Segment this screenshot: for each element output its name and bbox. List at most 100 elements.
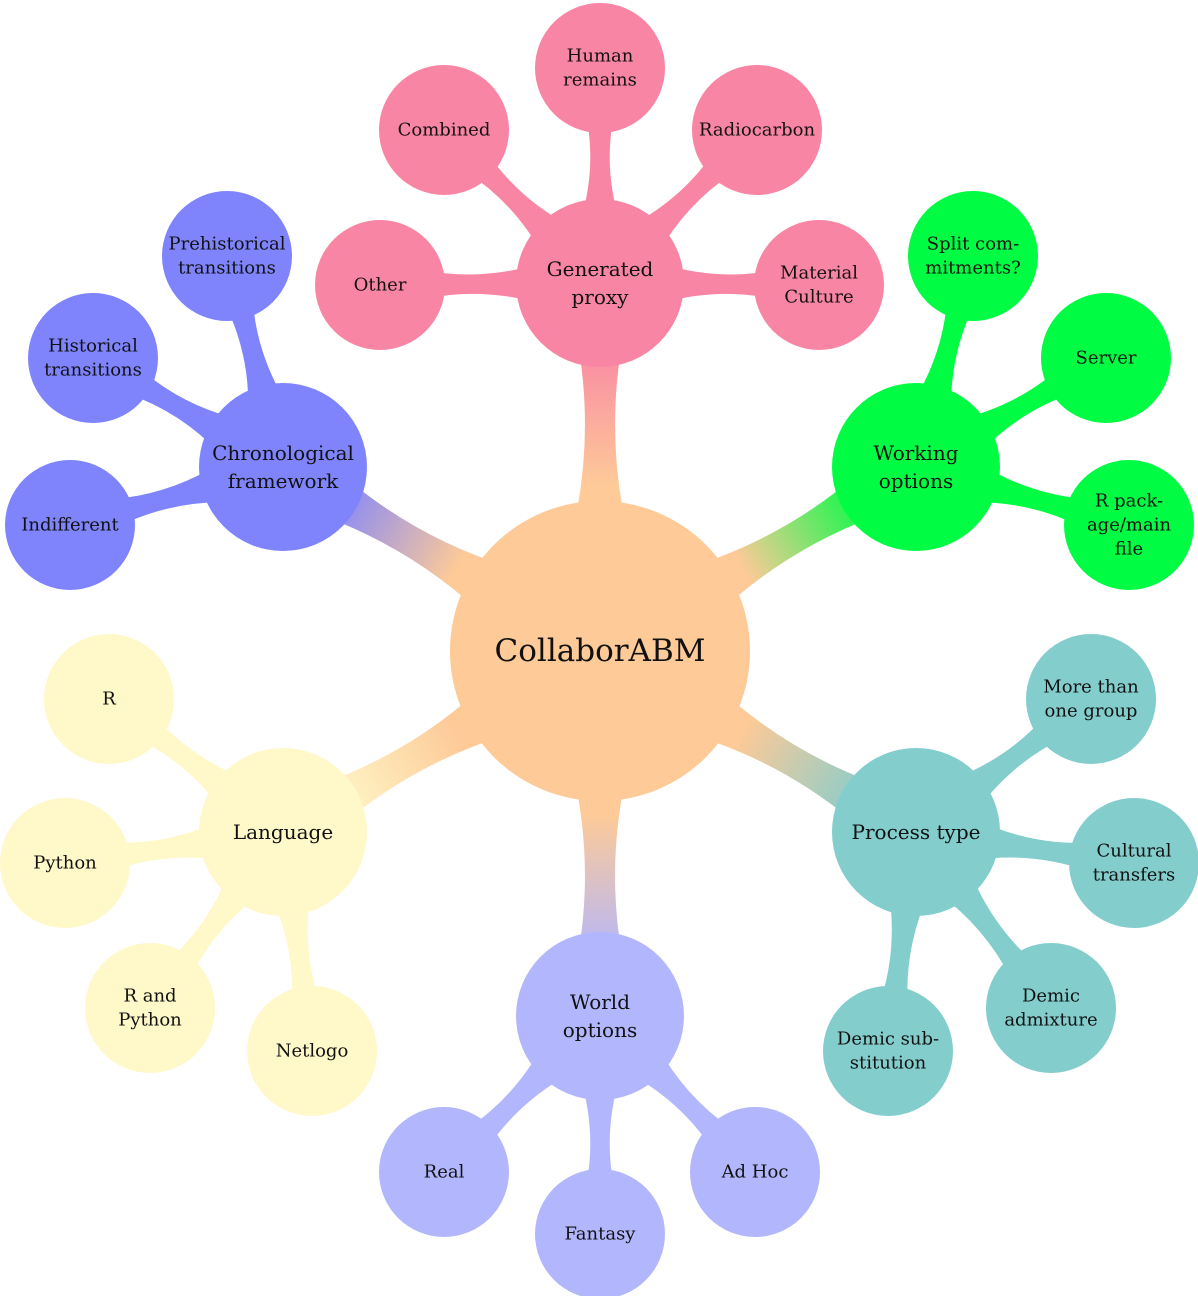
branch-label-process-type-line: Process type [852, 820, 981, 844]
leaf-label-cultural-transfers-line: transfers [1093, 865, 1176, 886]
branch-label-working-options: Working options [874, 441, 959, 493]
leaf-node-server [1041, 293, 1171, 423]
leaf-label-prehistorical-transitions-line: Prehistorical [169, 234, 286, 255]
leaf-label-other-line: Other [354, 275, 407, 296]
leaf-label-r: R [102, 689, 116, 710]
leaf-label-netlogo-line: Netlogo [276, 1041, 349, 1062]
leaf-label-r-package-line: R pack- [1095, 491, 1163, 512]
leaf-label-human-remains-line: Human [567, 46, 634, 67]
leaf-label-human-remains: Human remains [563, 46, 637, 91]
leaf-label-more-than-one-group: More than one group [1043, 677, 1139, 722]
branch-node-working-options [832, 383, 1000, 551]
leaf-label-r-and-python: R and Python [118, 986, 182, 1031]
leaf-label-r-and-python-line: Python [118, 1010, 182, 1031]
leaf-node-demic-admixture [986, 943, 1116, 1073]
branch-label-working-options-line: Working [874, 441, 959, 465]
link-generated-proxy-material-culture [660, 263, 773, 304]
leaf-label-r-and-python-line: R and [123, 986, 176, 1007]
leaf-label-indifferent-line: Indifferent [21, 515, 119, 536]
leaf-node-split-commitments [908, 191, 1038, 321]
leaf-label-split-commitments-line: Split com- [927, 234, 1019, 255]
leaf-label-ad-hoc: Ad Hoc [721, 1162, 789, 1183]
leaf-node-netlogo [247, 986, 377, 1116]
leaf-label-more-than-one-group-line: one group [1045, 701, 1138, 722]
leaf-label-demic-substitution-line: stitution [850, 1053, 927, 1074]
leaf-label-split-commitments: Split com-mitments? [925, 234, 1021, 279]
leaf-label-material-culture-line: Culture [784, 287, 853, 308]
branch-node-world-options [516, 932, 684, 1100]
leaf-label-r-line: R [102, 689, 116, 710]
leaf-label-ad-hoc-line: Ad Hoc [721, 1162, 789, 1183]
branch-label-chronological-framework: Chronological framework [212, 441, 354, 493]
branch-label-chronological-framework-line: framework [228, 469, 339, 493]
leaf-label-python-line: Python [33, 853, 97, 874]
leaf-label-material-culture: Material Culture [780, 263, 858, 308]
leaf-node-historical-transitions [28, 293, 158, 423]
leaf-label-python: Python [33, 853, 97, 874]
leaf-node-r-package [1064, 460, 1194, 590]
leaf-node-cultural-transfers [1069, 798, 1198, 928]
leaf-label-combined: Combined [398, 120, 491, 141]
link-world-options-fantasy [580, 1076, 620, 1188]
leaf-node-r [44, 634, 174, 764]
branch-label-chronological-framework-line: Chronological [212, 441, 354, 465]
leaf-node-combined [379, 65, 509, 195]
branch-label-generated-proxy-line: Generated [547, 257, 654, 281]
leaf-node-prehistorical-transitions [162, 191, 292, 321]
leaf-label-fantasy-line: Fantasy [565, 1224, 637, 1245]
branch-node-process-type [832, 748, 1000, 916]
leaf-label-r-package-line: age/main [1087, 515, 1172, 536]
branch-label-language-line: Language [233, 820, 333, 844]
leaf-node-demic-substitution [823, 986, 953, 1116]
leaf-label-r-package-line: file [1115, 539, 1143, 560]
leaf-node-fantasy [535, 1169, 665, 1296]
center-label-line: CollaborABM [495, 633, 706, 669]
leaf-label-r-package: R pack-age/main file [1087, 491, 1172, 560]
branch-node-language [199, 748, 367, 916]
branch-label-generated-proxy-line: proxy [572, 285, 630, 309]
leaf-label-fantasy: Fantasy [565, 1224, 637, 1245]
link-language-python [109, 820, 226, 871]
link-center-generated-proxy [570, 343, 630, 543]
leaf-node-radiocarbon [692, 65, 822, 195]
leaf-label-demic-admixture-line: Demic [1022, 986, 1080, 1007]
leaf-node-more-than-one-group [1026, 634, 1156, 764]
leaf-label-cultural-transfers-line: Cultural [1096, 841, 1171, 862]
leaf-label-combined-line: Combined [398, 120, 491, 141]
leaf-label-demic-admixture-line: admixture [1004, 1010, 1097, 1031]
leaf-label-human-remains-line: remains [563, 70, 637, 91]
leaf-label-historical-transitions-line: Historical [48, 336, 138, 357]
branch-label-world-options-line: options [563, 1018, 637, 1042]
leaf-label-more-than-one-group-line: More than [1043, 677, 1139, 698]
leaf-label-demic-substitution: Demic sub-stitution [837, 1029, 939, 1074]
leaf-label-prehistorical-transitions-line: transitions [178, 258, 276, 279]
leaf-label-radiocarbon: Radiocarbon [699, 120, 816, 141]
leaf-label-split-commitments-line: mitments? [925, 258, 1021, 279]
leaf-label-indifferent: Indifferent [21, 515, 119, 536]
link-process-type-demic-substitution [880, 889, 929, 1007]
leaf-node-indifferent [5, 460, 135, 590]
branch-label-world-options: World options [563, 990, 637, 1042]
leaf-label-historical-transitions: Historical transitions [44, 336, 142, 381]
leaf-label-prehistorical-transitions: Prehistorical transitions [169, 234, 286, 279]
branch-label-working-options-line: options [879, 469, 953, 493]
leaf-label-server: Server [1075, 348, 1136, 369]
leaf-node-material-culture [754, 220, 884, 350]
leaf-label-cultural-transfers: Cultural transfers [1093, 841, 1176, 886]
link-center-world-options [570, 759, 630, 956]
nodes-layer: CollaborABM Generated proxy Other Combined Hu… [0, 3, 1198, 1296]
leaf-label-real-line: Real [424, 1162, 465, 1183]
leaf-node-python [0, 798, 130, 928]
leaf-node-real [379, 1107, 509, 1237]
branch-label-world-options-line: World [570, 990, 630, 1014]
link-generated-proxy-human-remains [580, 114, 620, 223]
leaf-label-netlogo: Netlogo [276, 1041, 349, 1062]
branch-node-generated-proxy [516, 199, 684, 367]
leaf-label-radiocarbon-line: Radiocarbon [699, 120, 816, 141]
leaf-label-server-line: Server [1075, 348, 1136, 369]
leaf-label-demic-admixture: Demic admixture [1004, 986, 1097, 1031]
leaf-node-ad-hoc [690, 1107, 820, 1237]
center-label: CollaborABM [495, 633, 706, 669]
leaf-label-other: Other [354, 275, 407, 296]
